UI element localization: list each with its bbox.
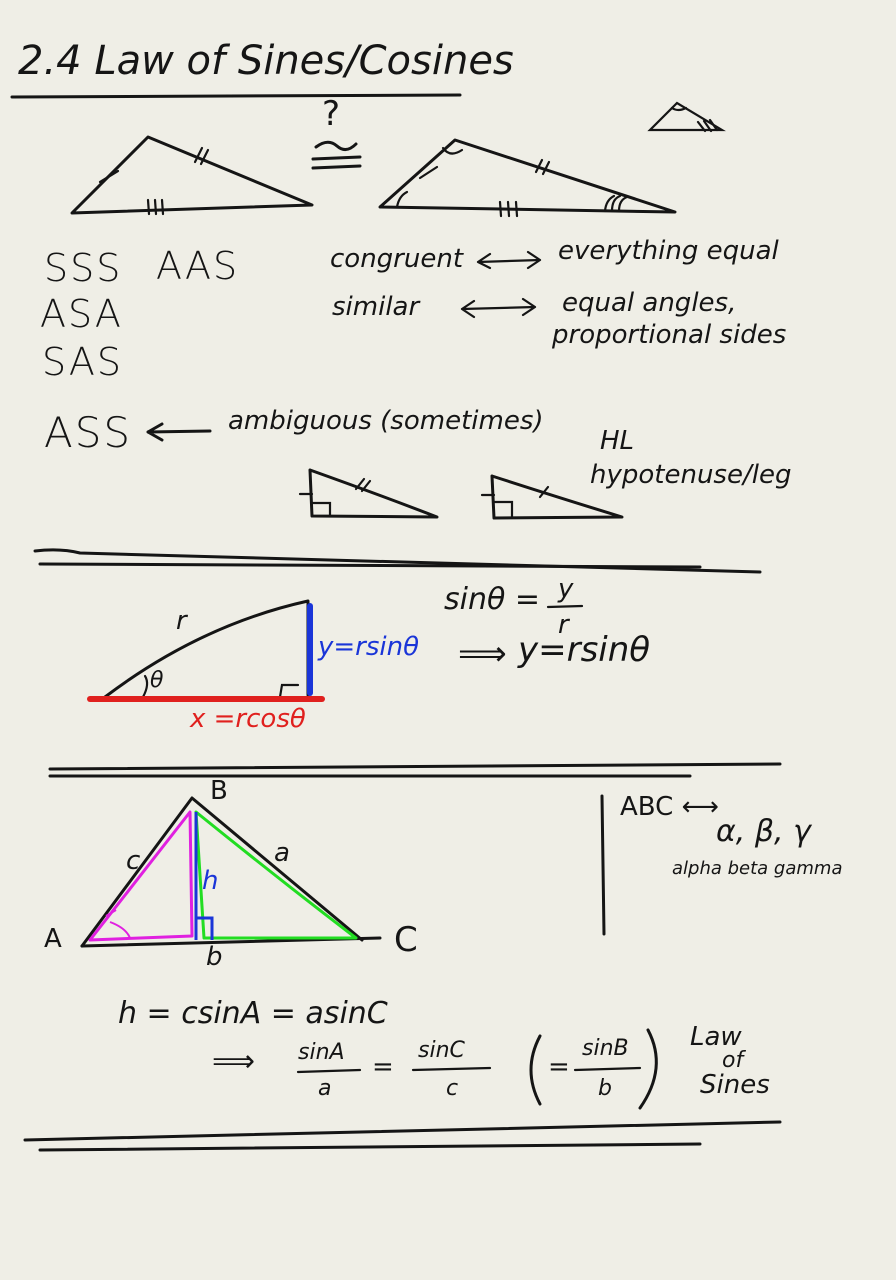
implies-arrow-1: ⟹ bbox=[458, 634, 507, 674]
ass-note: ambiguous (sometimes) bbox=[228, 406, 544, 436]
theta-label: θ bbox=[150, 668, 164, 693]
height-label: h bbox=[202, 866, 219, 896]
vertex-c: C bbox=[394, 920, 418, 960]
right-angle-mark bbox=[196, 916, 214, 940]
divider-1b bbox=[38, 562, 702, 569]
sin-denominator: r bbox=[558, 610, 569, 640]
greek-mapping: ABC ⟷ bbox=[620, 792, 719, 822]
rule-sas: SAS bbox=[42, 340, 123, 384]
law-label-1: Law bbox=[690, 1022, 742, 1052]
hl-triangle-left bbox=[298, 468, 439, 519]
implies-arrow-2: ⟹ bbox=[212, 1044, 256, 1079]
triangle-small bbox=[647, 101, 726, 133]
title-underline bbox=[10, 93, 462, 99]
rule-sss: SSS bbox=[44, 246, 123, 290]
congruent-meaning: everything equal bbox=[558, 236, 779, 266]
similar-meaning-2: proportional sides bbox=[552, 320, 787, 350]
ass-label: ASS bbox=[44, 408, 133, 457]
sin-fraction-bar bbox=[546, 604, 584, 609]
equals-2: = bbox=[548, 1052, 570, 1082]
divider-3b bbox=[38, 1142, 702, 1152]
greek-letters: α, β, γ bbox=[716, 814, 811, 849]
page-title: 2.4 Law of Sines/Cosines bbox=[18, 38, 514, 84]
similar-term: similar bbox=[332, 292, 420, 322]
frac1-num: sinA bbox=[298, 1040, 345, 1065]
law-label-2: of bbox=[722, 1048, 744, 1073]
frac2-num: sinC bbox=[418, 1038, 465, 1063]
hl-note: hypotenuse/leg bbox=[590, 460, 792, 490]
divider-1 bbox=[33, 548, 762, 574]
side-b: b bbox=[206, 942, 223, 972]
similar-meaning-1: equal angles, bbox=[562, 288, 737, 318]
frac1-den: a bbox=[318, 1076, 332, 1101]
frac2-den: c bbox=[446, 1076, 459, 1101]
vertex-a: A bbox=[44, 924, 62, 954]
hl-triangle-right bbox=[480, 474, 624, 520]
ass-arrow bbox=[146, 422, 212, 442]
r-label: r bbox=[176, 606, 187, 636]
triangle-right bbox=[378, 138, 677, 218]
derivation-marks bbox=[296, 1028, 658, 1110]
trig-triangle bbox=[87, 599, 325, 702]
equals-1: = bbox=[372, 1052, 394, 1082]
approx-congruent-symbol bbox=[311, 140, 362, 170]
height-equation: h = csinA = asinC bbox=[118, 996, 388, 1031]
divider-3 bbox=[23, 1120, 782, 1142]
side-a: a bbox=[274, 838, 290, 868]
rule-aas: AAS bbox=[156, 244, 240, 288]
divider-2 bbox=[48, 762, 782, 771]
sin-numerator: y bbox=[558, 574, 574, 604]
triangle-left bbox=[70, 135, 314, 216]
hl-label: HL bbox=[600, 426, 635, 456]
left-subtriangle bbox=[88, 810, 194, 942]
x-label: x =rcosθ bbox=[190, 704, 306, 734]
frac3-num: sinB bbox=[582, 1036, 629, 1061]
y-label: y=rsinθ bbox=[318, 632, 420, 662]
right-subtriangle bbox=[194, 810, 358, 940]
congruent-term: congruent bbox=[330, 244, 464, 274]
law-label-3: Sines bbox=[700, 1070, 770, 1100]
greek-names: alpha beta gamma bbox=[672, 858, 843, 879]
sin-lhs: sinθ = bbox=[444, 582, 541, 617]
law-triangle bbox=[80, 796, 382, 948]
definition-arrows bbox=[460, 250, 542, 319]
trig-result: y=rsinθ bbox=[518, 630, 651, 670]
question-mark: ? bbox=[322, 94, 341, 134]
greek-separator bbox=[600, 794, 606, 936]
rule-asa: ASA bbox=[40, 292, 123, 336]
frac3-den: b bbox=[598, 1076, 612, 1101]
side-c: c bbox=[126, 846, 141, 876]
vertex-b: B bbox=[210, 776, 228, 806]
angle-a-mark bbox=[105, 909, 131, 939]
